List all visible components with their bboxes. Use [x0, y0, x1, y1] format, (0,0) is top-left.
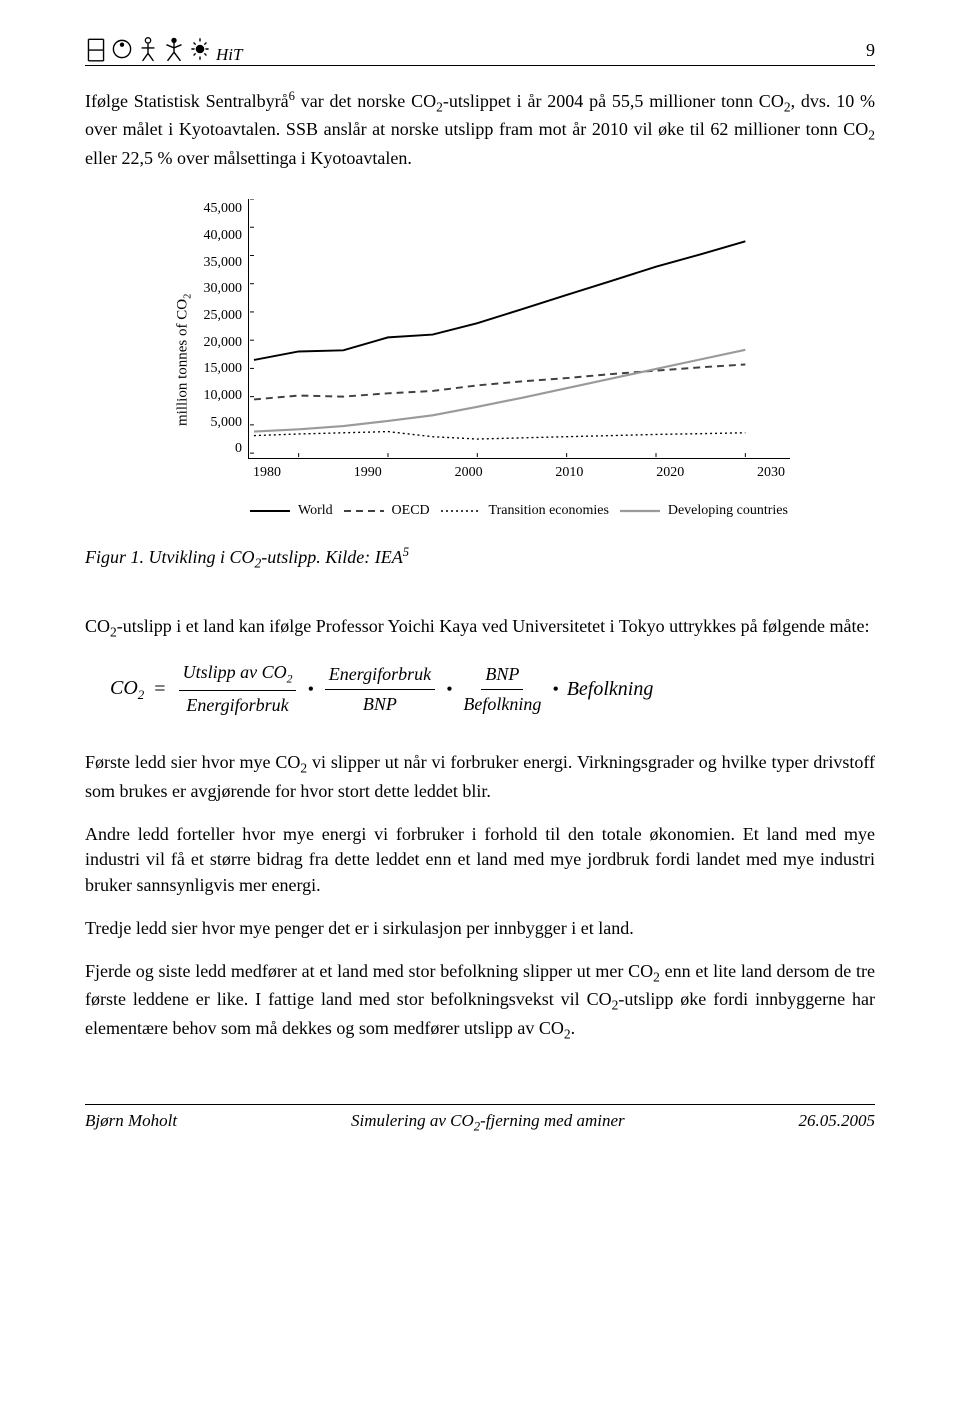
xtick-label: 1990	[354, 463, 382, 483]
chart-xticks: 1980 1990 2000 2010 2020 2030	[248, 463, 790, 483]
paragraph-ledd4: Fjerde og siste ledd medfører at et land…	[85, 959, 875, 1044]
page-footer: Bjørn Moholt Simulering av CO2-fjerning …	[85, 1104, 875, 1136]
kaya-equation: CO2 = Utslipp av CO2 Energiforbruk • Ene…	[110, 660, 875, 718]
footer-title: Simulering av CO2-fjerning med aminer	[351, 1109, 625, 1136]
page-number: 9	[866, 38, 875, 63]
legend-label: OECD	[392, 501, 430, 521]
legend-item: Developing countries	[620, 501, 788, 521]
ytick-label: 0	[235, 439, 242, 459]
series-line	[254, 365, 745, 400]
institution-logo: HiT	[85, 35, 242, 63]
paragraph-intro: Ifølge Statistisk Sentralbyrå6 var det n…	[85, 88, 875, 171]
xtick-label: 2030	[757, 463, 785, 483]
paragraph-ledd2: Andre ledd forteller hvor mye energi vi …	[85, 822, 875, 898]
legend-label: World	[298, 501, 333, 521]
glyph-icon	[137, 35, 159, 63]
ytick-label: 10,000	[204, 386, 243, 406]
paragraph-ledd3: Tredje ledd sier hvor mye penger det er …	[85, 916, 875, 941]
logo-glyphs	[85, 35, 211, 63]
paragraph-kaya-intro: CO2-utslipp i et land kan ifølge Profess…	[85, 614, 875, 642]
ytick-label: 25,000	[204, 306, 243, 326]
ytick-label: 20,000	[204, 333, 243, 353]
series-line	[254, 350, 745, 432]
glyph-icon	[163, 35, 185, 63]
chart-ylabel: million tonnes of CO2	[172, 294, 196, 426]
chart-yticks: 45,000 40,000 35,000 30,000 25,000 20,000 15,0…	[198, 199, 248, 459]
series-line	[254, 432, 745, 439]
ytick-label: 35,000	[204, 253, 243, 273]
legend-label: Developing countries	[668, 501, 788, 521]
xtick-label: 2010	[555, 463, 583, 483]
page-header: HiT 9	[85, 35, 875, 66]
xtick-label: 1980	[253, 463, 281, 483]
ytick-label: 45,000	[204, 199, 243, 219]
glyph-icon	[85, 35, 107, 63]
ytick-label: 5,000	[211, 413, 243, 433]
institution-label: HiT	[216, 43, 242, 67]
xtick-label: 2020	[656, 463, 684, 483]
legend-item: OECD	[344, 501, 430, 521]
ytick-label: 30,000	[204, 279, 243, 299]
paragraph-ledd1: Første ledd sier hvor mye CO2 vi slipper…	[85, 750, 875, 804]
legend-item: World	[250, 501, 333, 521]
xtick-label: 2000	[455, 463, 483, 483]
legend-label: Transition economies	[489, 501, 609, 521]
footer-date: 26.05.2005	[798, 1109, 875, 1136]
glyph-icon	[189, 35, 211, 63]
series-line	[254, 241, 745, 360]
legend-item: Transition economies	[441, 501, 609, 521]
co2-emissions-chart: million tonnes of CO2 45,000 40,000 35,000…	[170, 199, 790, 520]
ytick-label: 15,000	[204, 359, 243, 379]
chart-legend: World OECD Transition economies Developing …	[248, 501, 790, 521]
figure-caption: Figur 1. Utvikling i CO2-utslipp. Kilde:…	[85, 544, 875, 573]
chart-plot-area	[248, 199, 790, 459]
ytick-label: 40,000	[204, 226, 243, 246]
footer-author: Bjørn Moholt	[85, 1109, 177, 1136]
glyph-icon	[111, 35, 133, 63]
